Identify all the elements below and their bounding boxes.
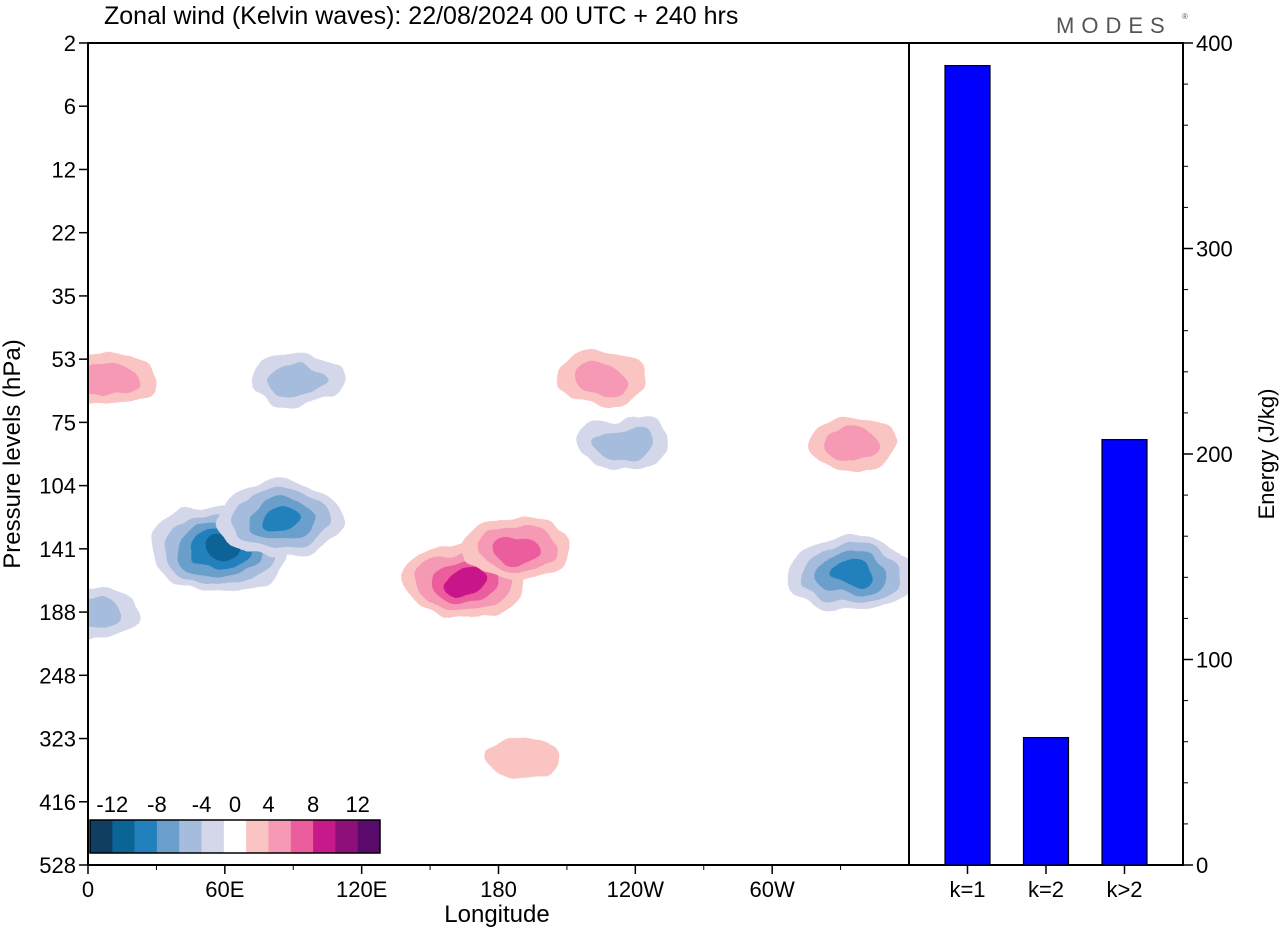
contour-westerly-6-band-4 bbox=[442, 567, 486, 595]
bar-category-label: k=2 bbox=[1028, 877, 1064, 902]
colorbar-swatch bbox=[156, 820, 180, 853]
contour-westerly-7-band-3 bbox=[492, 534, 541, 564]
x-tick-label: 60W bbox=[750, 877, 795, 902]
energy-tick-label: 100 bbox=[1196, 648, 1233, 673]
y-tick-label: 2 bbox=[64, 31, 76, 56]
heatmap-background bbox=[88, 43, 909, 865]
colorbar-swatch bbox=[179, 820, 202, 853]
colorbar-label: -4 bbox=[192, 792, 212, 817]
energy-tick-label: 200 bbox=[1196, 442, 1233, 467]
y-tick-label: 323 bbox=[39, 727, 76, 752]
y-tick-label: 12 bbox=[52, 157, 76, 182]
y-tick-label: 528 bbox=[39, 853, 76, 878]
colorbar-frame bbox=[89, 819, 381, 854]
colorbar-label: -12 bbox=[96, 792, 128, 817]
colorbar-swatch bbox=[246, 820, 269, 853]
x-axis: 0 60E 120E 180 120W 60W bbox=[82, 865, 842, 902]
y-tick-label: 416 bbox=[39, 790, 76, 815]
colorbar-swatch bbox=[201, 820, 225, 853]
colorbar-swatch bbox=[268, 820, 292, 853]
energy-tick-label: 300 bbox=[1196, 237, 1233, 262]
colorbar-label: -8 bbox=[147, 792, 167, 817]
colorbar-swatch bbox=[335, 820, 358, 853]
colorbar-swatch bbox=[290, 820, 314, 853]
chart-title: Zonal wind (Kelvin waves): 22/08/2024 00… bbox=[104, 2, 738, 30]
y-tick-label: 22 bbox=[52, 221, 76, 246]
modes-logo: MODES bbox=[1056, 13, 1172, 38]
contour-easterly-3-band-2 bbox=[88, 596, 121, 629]
wind-contours bbox=[88, 353, 909, 777]
colorbar-swatch bbox=[112, 820, 135, 853]
contour-easterly-2-band-4 bbox=[830, 561, 874, 588]
y-axis-label: Pressure levels (hPa) bbox=[0, 339, 26, 568]
energy-axis-label: Energy (J/kg) bbox=[1254, 389, 1279, 520]
y-tick-label: 75 bbox=[52, 410, 76, 435]
colorbar-swatch bbox=[313, 820, 336, 853]
colorbar-label: 0 bbox=[229, 792, 241, 817]
bar-series: k=1 k=2 k>2 bbox=[944, 65, 1148, 902]
contour-westerly-8-band-2 bbox=[823, 428, 881, 461]
colorbar-legend: -12 -8 -4 0 4 8 12 bbox=[89, 792, 381, 854]
colorbar-swatch bbox=[90, 820, 113, 853]
x-tick-label: 180 bbox=[480, 877, 517, 902]
contour-easterly-4-band-2 bbox=[269, 363, 327, 396]
y-tick-label: 53 bbox=[52, 347, 76, 372]
colorbar-swatch bbox=[134, 820, 158, 853]
x-tick-label: 120E bbox=[336, 877, 387, 902]
contour-easterly-5-band-2 bbox=[595, 428, 653, 461]
contour-westerly-10-band-2 bbox=[572, 363, 630, 396]
x-axis-label: Longitude bbox=[444, 901, 549, 928]
bar-k=1 bbox=[944, 65, 991, 866]
energy-panel: k=1 k=2 k>2 0 100 200 300 400 Energy (J/kg) bbox=[908, 31, 1279, 902]
modes-logo-mark: ® bbox=[1182, 12, 1195, 21]
x-tick-label: 0 bbox=[82, 877, 94, 902]
contour-westerly-11-band-1 bbox=[483, 736, 560, 777]
y-tick-label: 248 bbox=[39, 663, 76, 688]
y-tick-label: 104 bbox=[39, 474, 76, 499]
colorbar-label: 12 bbox=[345, 792, 369, 817]
y-tick-label: 188 bbox=[39, 600, 76, 625]
colorbar-label: 4 bbox=[262, 792, 274, 817]
x-tick-label: 120W bbox=[607, 877, 665, 902]
y-axis: 2 6 12 22 35 53 75 104 141 188 248 323 416 528 bbox=[39, 31, 88, 878]
colorbar-label: 8 bbox=[307, 792, 319, 817]
contour-westerly-9-band-2 bbox=[88, 363, 137, 396]
contour-easterly-1-band-4 bbox=[257, 506, 302, 533]
colorbar-swatch bbox=[357, 820, 381, 853]
hovmoller-panel: 0 60E 120E 180 120W 60W 2 6 12 22 35 53 75 104 141 188… bbox=[0, 31, 910, 928]
bar-category-label: k>2 bbox=[1106, 877, 1142, 902]
energy-tick-label: 0 bbox=[1196, 853, 1208, 878]
bar-category-label: k=1 bbox=[949, 877, 985, 902]
bar-k>2 bbox=[1101, 439, 1148, 866]
y-tick-label: 6 bbox=[64, 94, 76, 119]
energy-tick-label: 400 bbox=[1196, 31, 1233, 56]
y-tick-label: 141 bbox=[39, 537, 76, 562]
x-tick-label: 60E bbox=[205, 877, 244, 902]
energy-axis: 0 100 200 300 400 bbox=[1183, 31, 1233, 878]
bar-k=2 bbox=[1022, 736, 1070, 866]
y-tick-label: 35 bbox=[52, 284, 76, 309]
colorbar-swatch bbox=[223, 820, 247, 853]
